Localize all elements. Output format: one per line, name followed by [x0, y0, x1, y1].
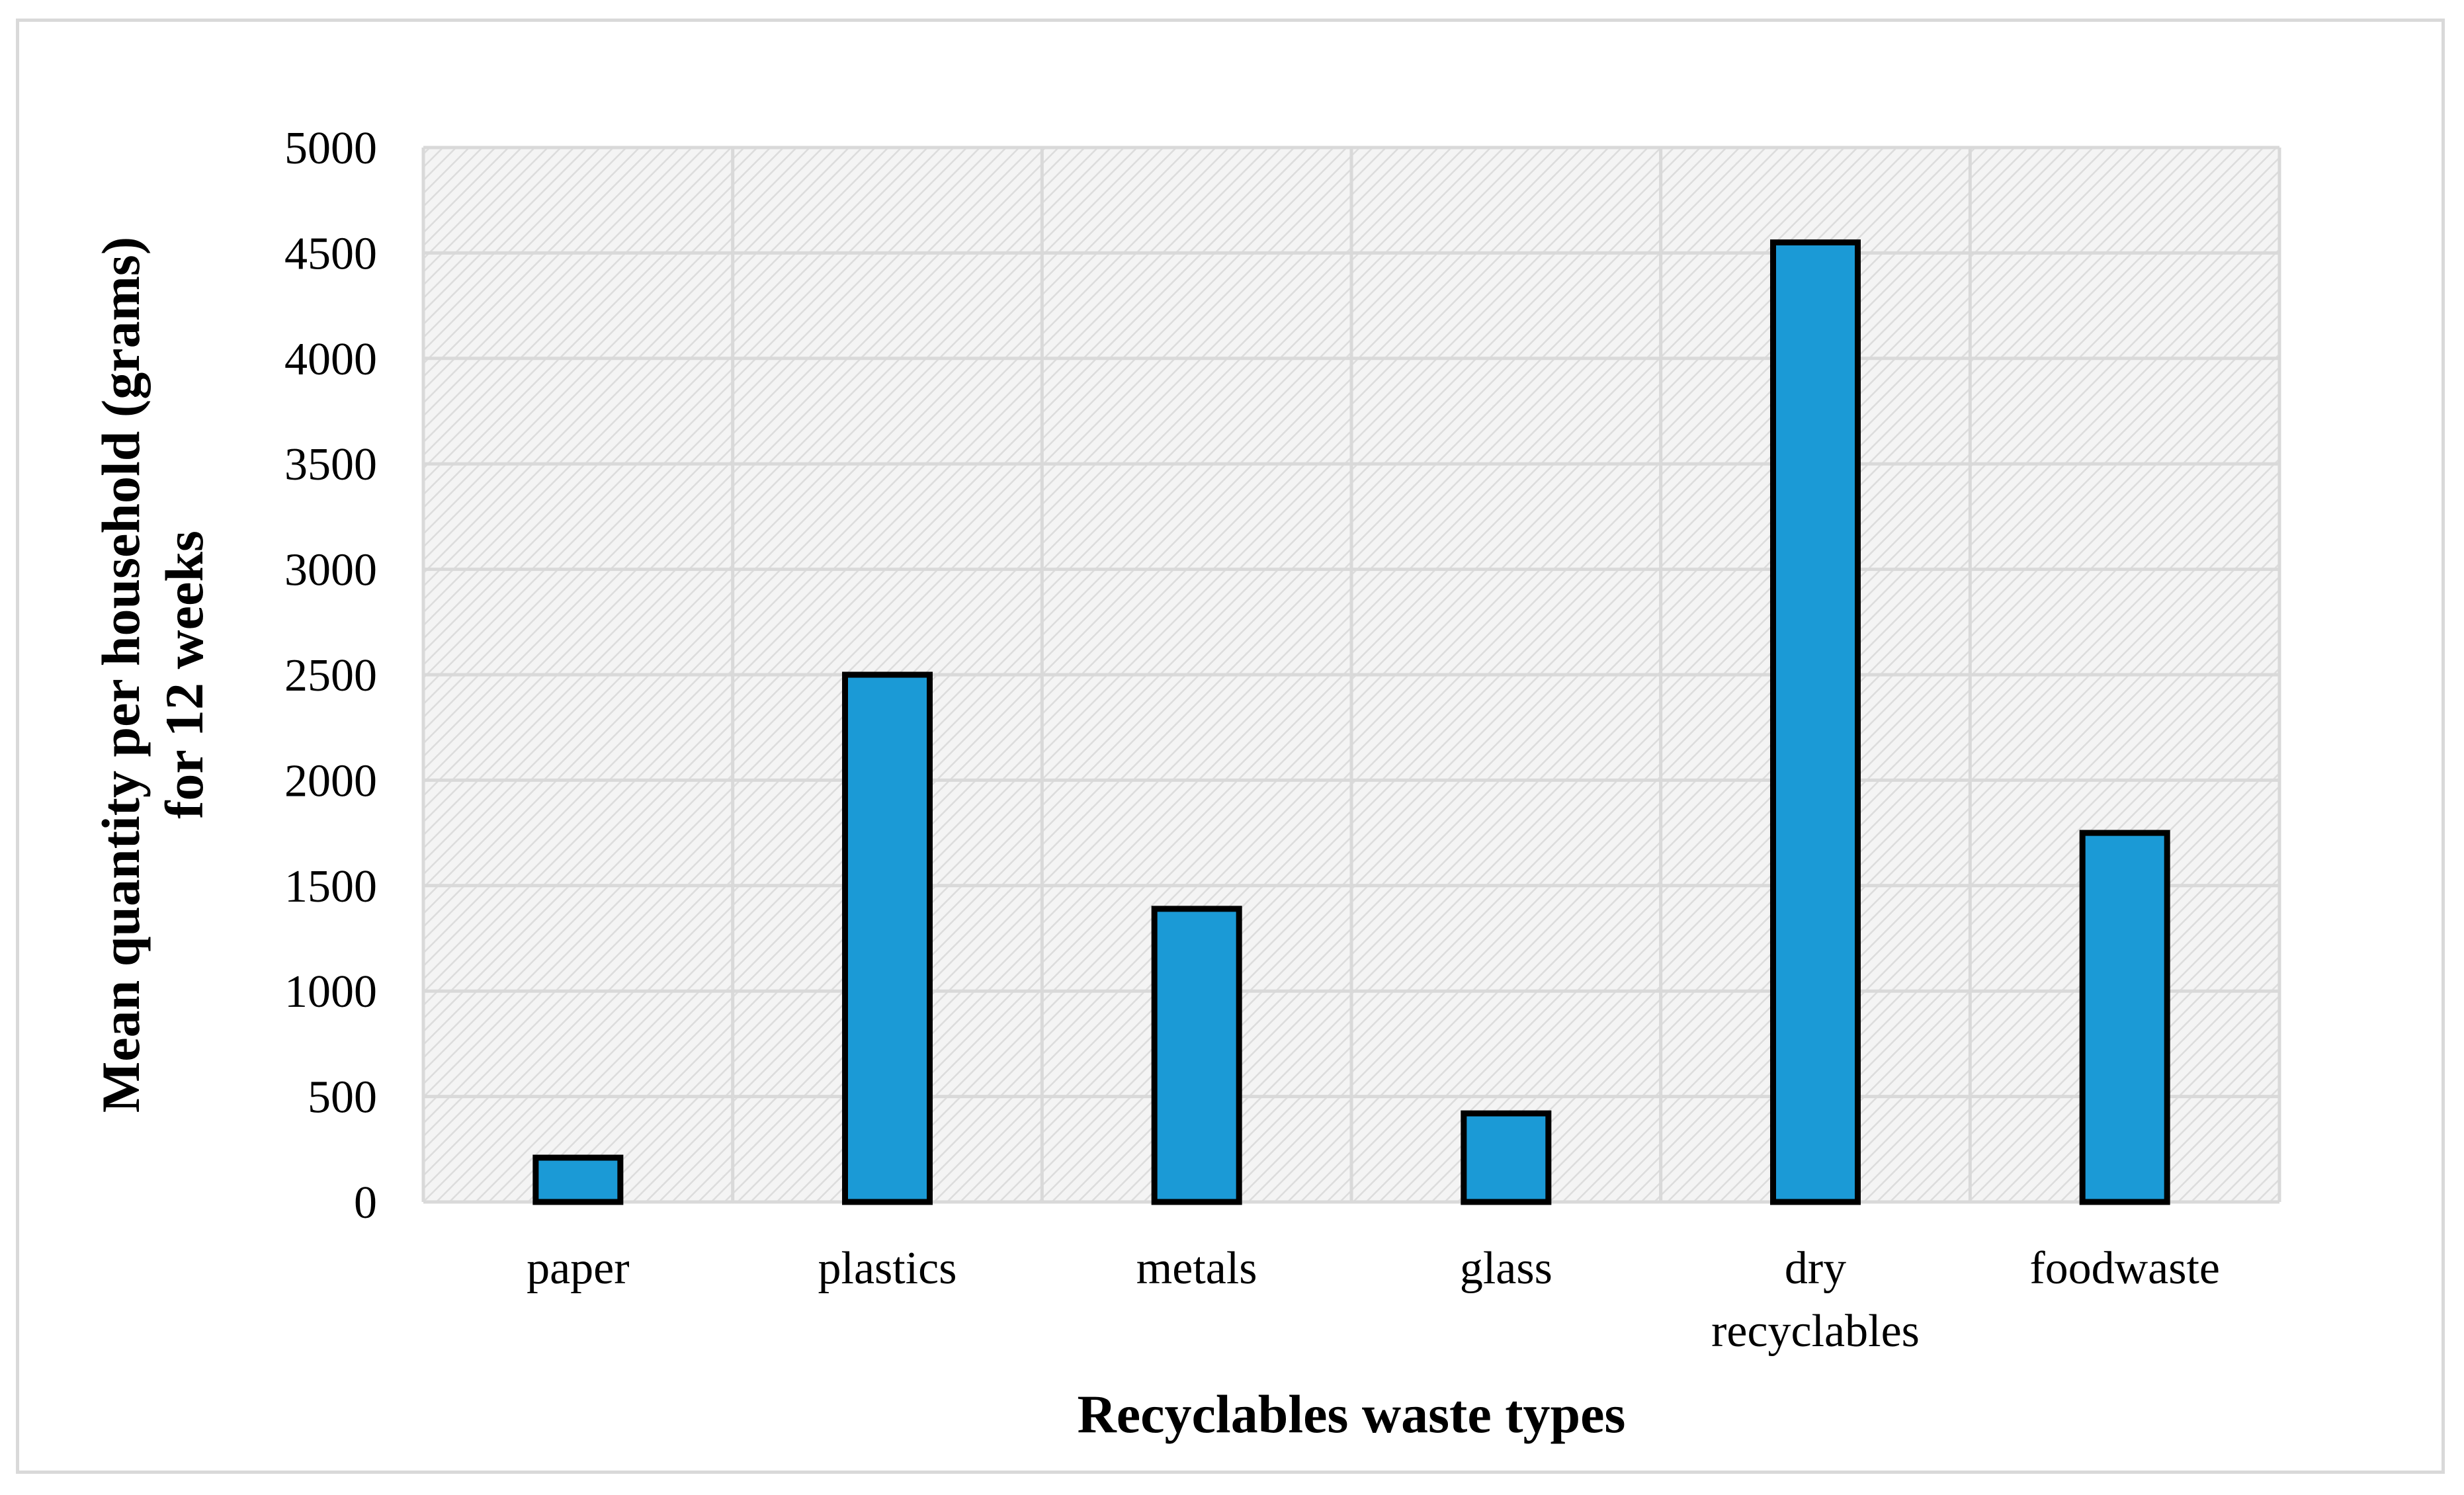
bar-dry-recyclables	[1770, 239, 1861, 1205]
y-tick-label: 4000	[284, 334, 377, 385]
y-tick-label: 3500	[284, 439, 377, 490]
x-tick-label: glass	[1460, 1243, 1552, 1294]
bar-metals	[1151, 906, 1242, 1205]
y-tick-label: 1000	[284, 966, 377, 1017]
gridlines	[421, 146, 2281, 1204]
bar-glass	[1461, 1110, 1552, 1205]
y-tick-label: 0	[354, 1177, 377, 1228]
bar-paper	[532, 1154, 624, 1205]
x-axis-title: Recyclables waste types	[1078, 1384, 1626, 1444]
y-axis-ticks: 0 500 1000 1500 2000 2500 3000 3500 4000 4500 5000	[284, 123, 377, 1228]
y-axis-title: Mean quantity per household (grams)for 1…	[91, 237, 214, 1113]
y-tick-label: 1500	[284, 861, 377, 912]
y-tick-label: 5000	[284, 123, 377, 174]
y-tick-label: 2500	[284, 650, 377, 701]
y-tick-label: 500	[308, 1072, 377, 1123]
y-tick-label: 2000	[284, 755, 377, 806]
x-tick-label: metals	[1136, 1243, 1257, 1294]
x-tick-label: paper	[527, 1243, 629, 1294]
x-tick-label: dry recyclables	[1711, 1243, 1920, 1357]
y-tick-label: 4500	[284, 228, 377, 279]
bar-plastics	[842, 671, 933, 1205]
x-tick-label: plastics	[818, 1243, 957, 1294]
bar-foodwaste	[2079, 830, 2170, 1205]
y-tick-label: 3000	[284, 545, 377, 596]
bars	[532, 239, 2170, 1205]
x-tick-label: foodwaste	[2029, 1243, 2220, 1294]
x-axis-ticks: paper plastics metals glass dry recyclables fo…	[527, 1243, 2220, 1357]
